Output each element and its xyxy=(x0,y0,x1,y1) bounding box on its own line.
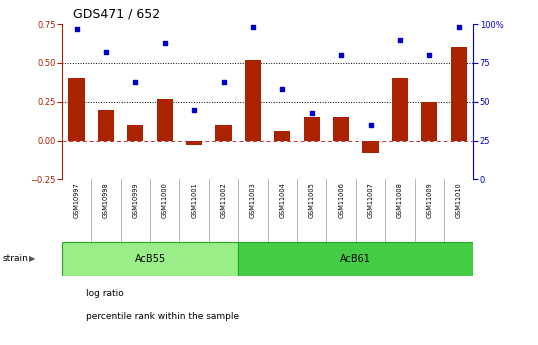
Text: GSM11004: GSM11004 xyxy=(279,182,285,218)
Bar xyxy=(274,131,291,141)
Bar xyxy=(392,79,408,141)
Text: GSM11008: GSM11008 xyxy=(397,182,403,218)
Text: GSM11001: GSM11001 xyxy=(191,182,197,218)
Bar xyxy=(68,79,84,141)
Text: GSM11000: GSM11000 xyxy=(162,182,168,218)
Text: GSM11006: GSM11006 xyxy=(338,182,344,218)
Text: GSM11002: GSM11002 xyxy=(221,182,226,218)
Text: AcB61: AcB61 xyxy=(341,254,371,264)
Bar xyxy=(451,47,467,141)
Text: GSM11010: GSM11010 xyxy=(456,182,462,218)
Bar xyxy=(157,99,173,141)
Bar xyxy=(62,241,238,276)
Text: log ratio: log ratio xyxy=(86,289,123,298)
Bar xyxy=(363,141,379,153)
Point xyxy=(425,52,434,58)
Point xyxy=(337,52,345,58)
Bar xyxy=(216,125,232,141)
Bar xyxy=(333,117,349,141)
Text: AcB55: AcB55 xyxy=(134,254,166,264)
Bar xyxy=(186,141,202,145)
Text: GSM11007: GSM11007 xyxy=(367,182,373,218)
Text: GSM10997: GSM10997 xyxy=(74,182,80,218)
Text: ▶: ▶ xyxy=(29,254,36,263)
Bar xyxy=(238,241,473,276)
Bar xyxy=(421,102,437,141)
Point xyxy=(366,122,375,128)
Text: GSM11009: GSM11009 xyxy=(426,182,433,218)
Text: strain: strain xyxy=(3,254,29,263)
Point xyxy=(278,87,287,92)
Text: GSM11003: GSM11003 xyxy=(250,182,256,218)
Point xyxy=(131,79,140,84)
Text: percentile rank within the sample: percentile rank within the sample xyxy=(86,312,239,321)
Point xyxy=(102,49,110,55)
Bar xyxy=(303,117,320,141)
Bar xyxy=(98,110,114,141)
Point xyxy=(160,40,169,46)
Text: GDS471 / 652: GDS471 / 652 xyxy=(73,8,160,21)
Text: GSM10998: GSM10998 xyxy=(103,182,109,218)
Bar xyxy=(245,60,261,141)
Text: GSM11005: GSM11005 xyxy=(309,182,315,218)
Point xyxy=(307,110,316,115)
Point xyxy=(455,24,463,30)
Text: GSM10999: GSM10999 xyxy=(132,182,138,217)
Point xyxy=(72,26,81,32)
Bar xyxy=(128,125,144,141)
Point xyxy=(249,24,257,30)
Point xyxy=(395,37,404,42)
Point xyxy=(190,107,199,112)
Point xyxy=(220,79,228,84)
